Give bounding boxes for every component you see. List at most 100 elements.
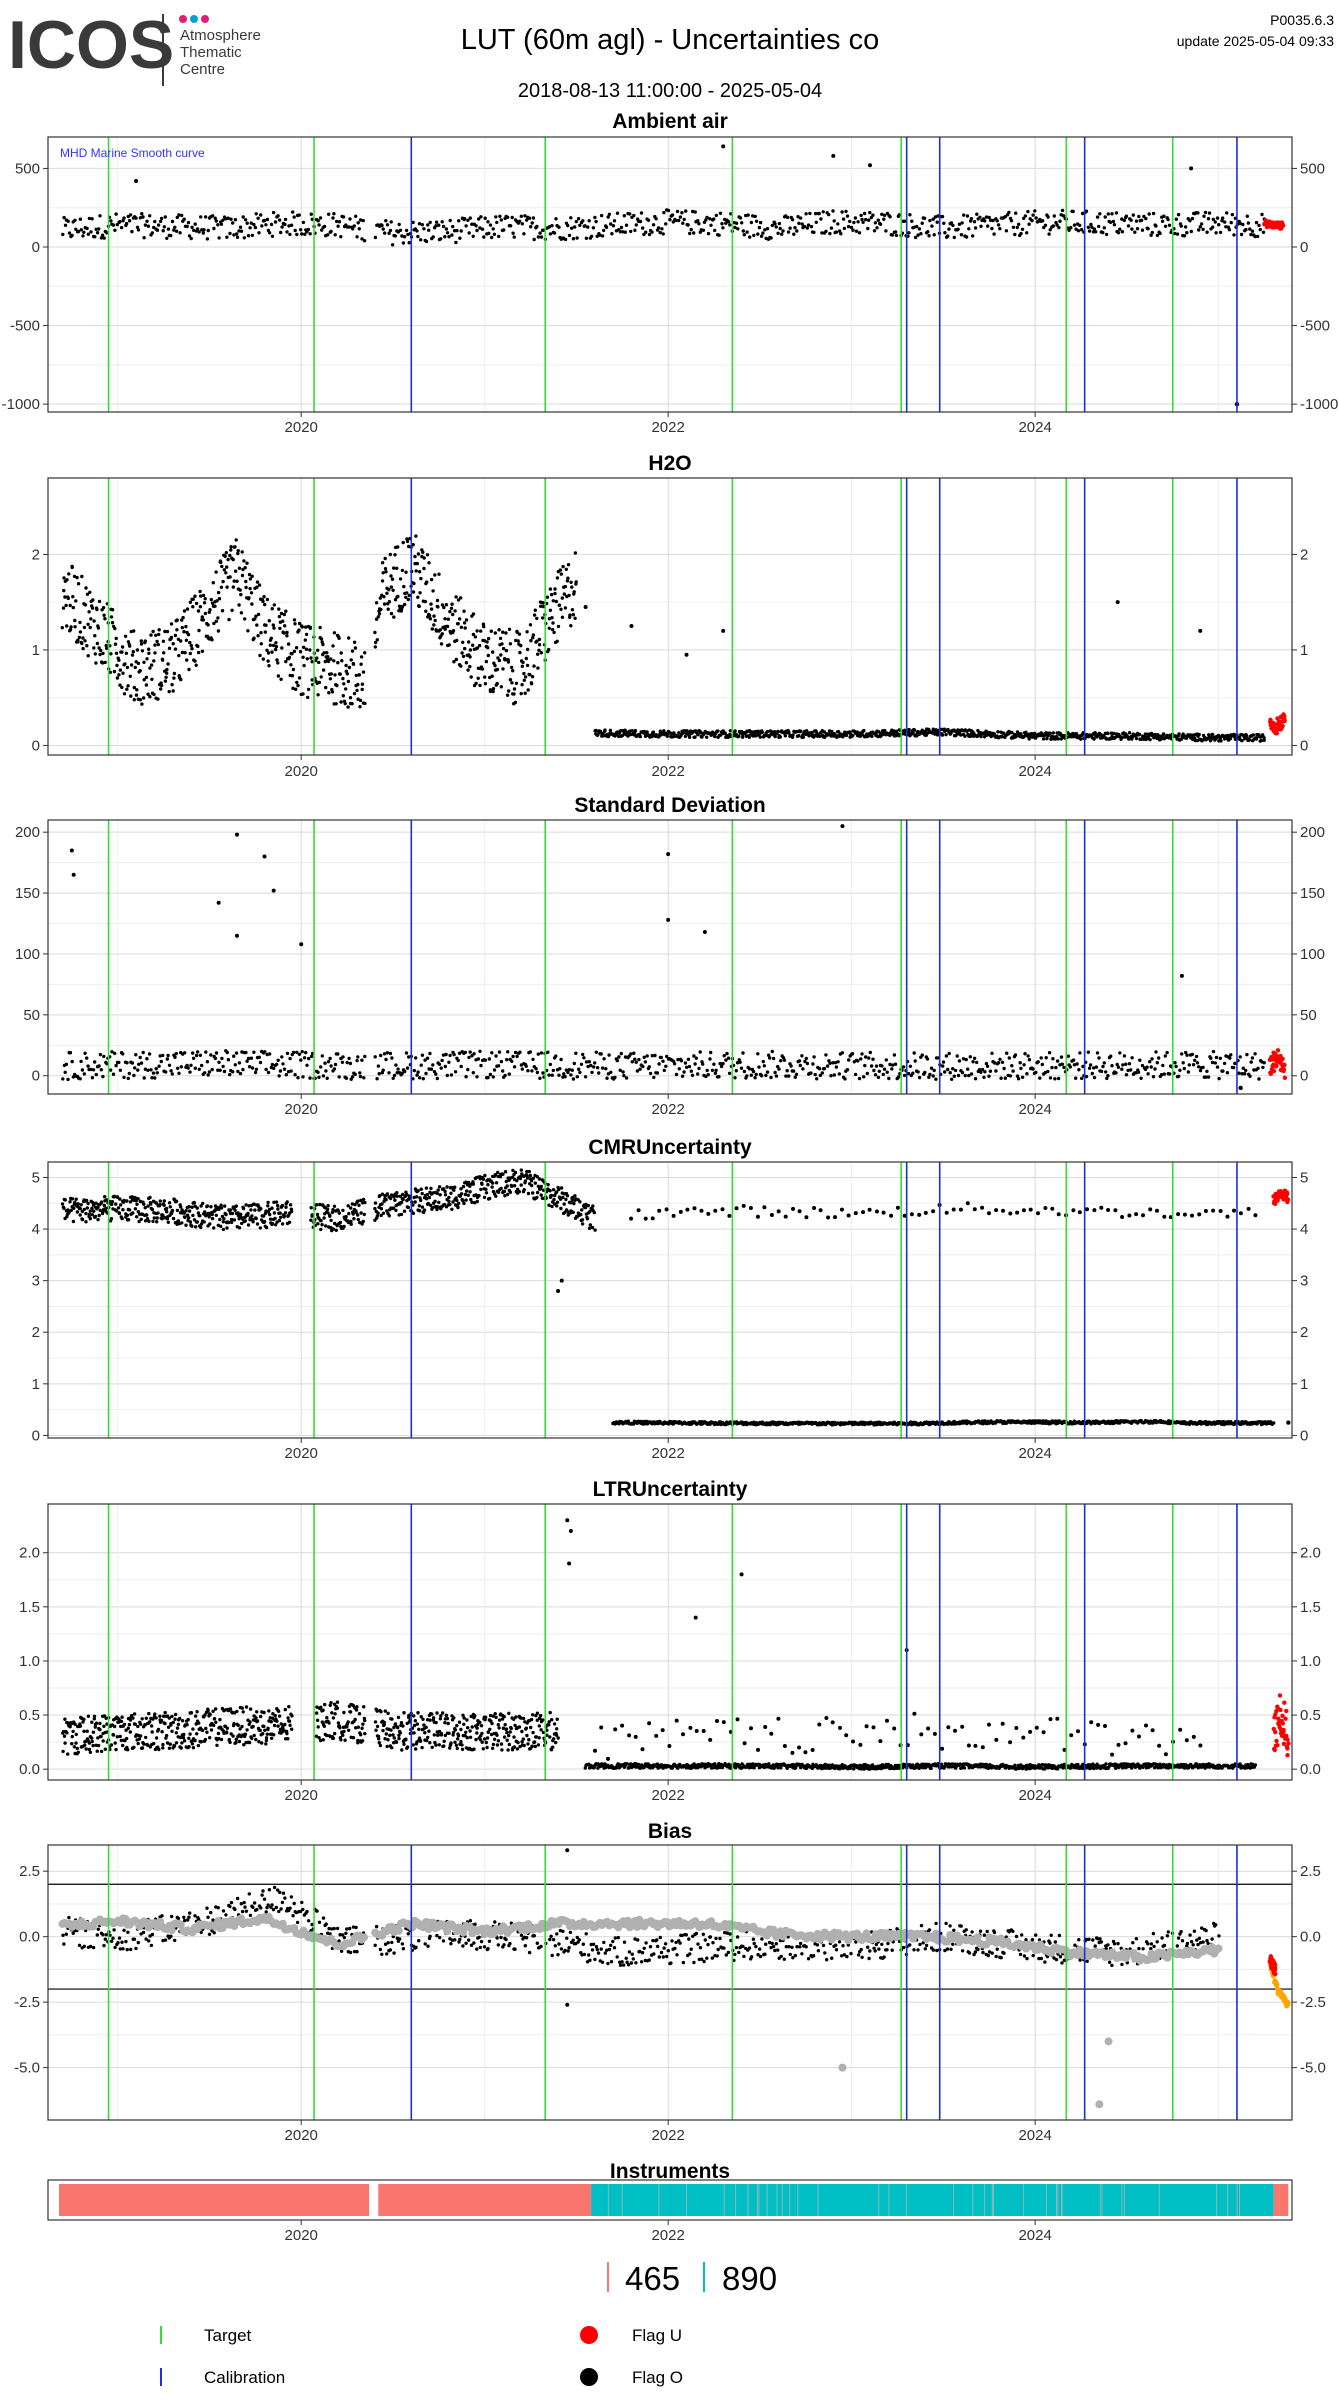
- data-point: [303, 232, 307, 236]
- data-point: [567, 593, 571, 598]
- data-point: [407, 241, 411, 245]
- data-point: [504, 648, 509, 653]
- data-point: [222, 1069, 227, 1074]
- data-point: [457, 617, 462, 621]
- data-point: [508, 642, 513, 646]
- data-point: [158, 1199, 162, 1203]
- data-point: [191, 597, 195, 601]
- data-point: [728, 729, 732, 733]
- data-point: [480, 227, 485, 231]
- data-point: [162, 651, 166, 655]
- data-point: [173, 633, 178, 638]
- data-point: [350, 1075, 355, 1079]
- data-point: [765, 1070, 770, 1074]
- data-point: [390, 1056, 394, 1060]
- data-point: [293, 1073, 297, 1077]
- data-point: [373, 1055, 377, 1059]
- data-point: [619, 225, 624, 230]
- data-point: [405, 539, 410, 544]
- data-point: [126, 1218, 131, 1222]
- y-tick-label-right: 0: [1300, 1068, 1308, 1085]
- data-point: [488, 1072, 493, 1077]
- data-point: [439, 1066, 443, 1070]
- data-point: [326, 659, 331, 664]
- data-point: [554, 217, 558, 221]
- data-point: [92, 1209, 96, 1213]
- data-point: [761, 1059, 765, 1064]
- data-point: [405, 1066, 410, 1070]
- data-point: [151, 1071, 156, 1075]
- data-point: [433, 573, 437, 577]
- data-point: [1144, 216, 1148, 221]
- data-point: [594, 219, 598, 224]
- data-point: [488, 223, 493, 227]
- data-point: [1179, 737, 1184, 741]
- data-point: [237, 1226, 242, 1230]
- data-point: [146, 692, 150, 696]
- icos-logo: ICOS Atmosphere Thematic Centre: [8, 7, 261, 86]
- data-point: [443, 1193, 448, 1197]
- data-point: [608, 728, 613, 732]
- data-point: [819, 217, 823, 221]
- data-point: [841, 217, 846, 221]
- data-point: [329, 672, 333, 676]
- data-point: [860, 1052, 864, 1056]
- data-point: [202, 228, 206, 232]
- data-point: [522, 232, 526, 236]
- data-point: [334, 219, 339, 224]
- data-point: [85, 226, 89, 231]
- data-point: [331, 1227, 336, 1231]
- data-point: [478, 226, 482, 230]
- data-point: [466, 1067, 470, 1072]
- data-point: [395, 566, 399, 570]
- data-point: [134, 1053, 138, 1057]
- data-point: [797, 734, 801, 738]
- data-point: [741, 229, 745, 233]
- data-point: [668, 218, 672, 222]
- data-point: [188, 651, 192, 656]
- data-point: [193, 1066, 197, 1070]
- data-point: [429, 577, 434, 582]
- data-point: [1186, 1070, 1191, 1074]
- data-point: [1110, 212, 1114, 216]
- data-point: [1095, 215, 1100, 219]
- data-point: [817, 211, 821, 216]
- data-point: [680, 211, 684, 215]
- data-point: [500, 642, 504, 646]
- data-point: [72, 574, 77, 579]
- data-point: [95, 641, 100, 646]
- data-point: [86, 622, 90, 626]
- data-point: [447, 1060, 451, 1065]
- data-point: [749, 220, 754, 225]
- data-point: [581, 219, 585, 223]
- data-point: [645, 730, 649, 734]
- data-point: [599, 1052, 603, 1056]
- data-point: [484, 1191, 489, 1195]
- data-point: [801, 735, 805, 739]
- data-point: [641, 226, 645, 230]
- data-point: [285, 634, 289, 638]
- data-point: [88, 625, 92, 630]
- data-point: [978, 215, 982, 219]
- data-point: [1110, 1064, 1114, 1068]
- data-point: [285, 630, 289, 635]
- data-point: [717, 1075, 721, 1079]
- data-point: [466, 1193, 470, 1198]
- data-point: [299, 942, 304, 947]
- data-point: [228, 1072, 232, 1077]
- data-point: [1243, 1072, 1247, 1076]
- data-point: [624, 223, 629, 227]
- data-point: [479, 1187, 483, 1192]
- data-point: [1249, 1060, 1253, 1064]
- data-point: [288, 232, 292, 237]
- data-point: [457, 1201, 461, 1206]
- data-point: [138, 216, 143, 220]
- data-point: [512, 687, 517, 691]
- data-point: [935, 733, 940, 737]
- data-point: [777, 221, 782, 226]
- data-point: [320, 1054, 324, 1058]
- data-point: [335, 683, 339, 688]
- data-point: [1069, 226, 1073, 230]
- data-point: [763, 228, 767, 232]
- data-point: [944, 1054, 949, 1058]
